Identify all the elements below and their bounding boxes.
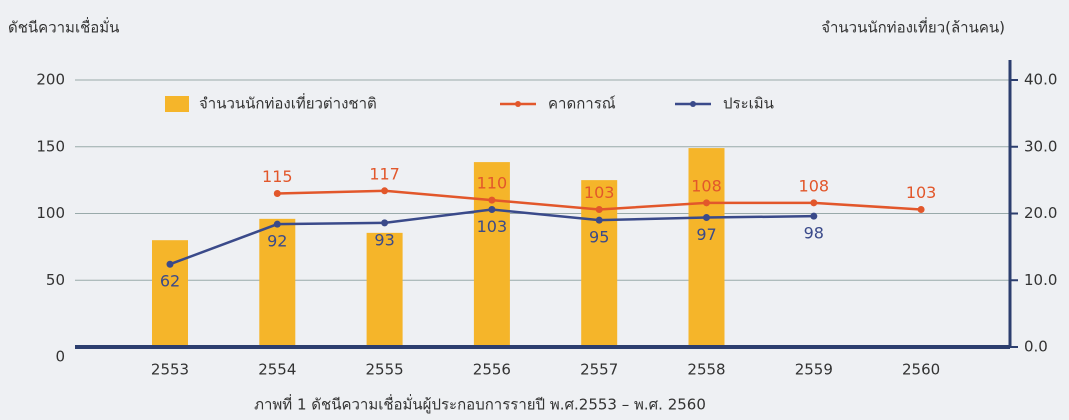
- legend-label: คาดการณ์: [548, 95, 616, 113]
- data-label: 108: [691, 176, 722, 195]
- legend-swatch: [515, 101, 521, 107]
- marker: [595, 216, 603, 224]
- x-tick-label: 2559: [795, 361, 833, 379]
- marker: [810, 212, 818, 220]
- x-tick-label: 2554: [258, 361, 296, 379]
- data-label: 103: [584, 183, 615, 202]
- y2-tick-label: 30.0: [1024, 137, 1057, 155]
- y-tick-label: 0: [55, 348, 65, 366]
- marker: [595, 205, 603, 213]
- x-tick-label: 2560: [902, 361, 940, 379]
- data-label: 108: [799, 176, 830, 195]
- bar: [473, 162, 510, 347]
- y-tick-label: 200: [36, 71, 65, 89]
- bar: [259, 218, 296, 347]
- legend-label: ประเมิน: [723, 95, 774, 113]
- y2-tick-label: 40.0: [1024, 71, 1057, 89]
- data-label: 115: [262, 167, 293, 186]
- marker: [381, 219, 389, 227]
- y-tick-label: 100: [36, 204, 65, 222]
- marker: [703, 214, 710, 222]
- data-label: 98: [804, 224, 824, 243]
- y2-tick-label: 10.0: [1024, 271, 1057, 289]
- x-tick-label: 2553: [151, 361, 189, 379]
- legend-label: จำนวนนักท่องเที่ยวต่างชาติ: [199, 93, 377, 113]
- data-label: 95: [589, 228, 609, 247]
- marker: [488, 196, 496, 204]
- data-label: 92: [267, 232, 287, 251]
- data-label: 103: [906, 183, 937, 202]
- y2-axis-label: จำนวนนักท่องเที่ยว(ล้านคน): [821, 17, 1005, 37]
- y-tick-label: 50: [46, 271, 65, 289]
- data-label: 103: [477, 217, 508, 236]
- legend-swatch: [165, 96, 189, 112]
- y2-tick-label: 20.0: [1024, 204, 1057, 222]
- bar: [152, 240, 188, 347]
- data-label: 110: [477, 174, 508, 193]
- y2-tick-label: 0.0: [1024, 338, 1048, 356]
- x-tick-label: 2557: [580, 361, 618, 379]
- marker: [166, 260, 174, 268]
- x-tick-label: 2556: [473, 361, 511, 379]
- y-tick-label: 150: [36, 137, 65, 155]
- marker: [273, 189, 281, 197]
- x-tick-label: 2558: [687, 361, 725, 379]
- bar: [366, 232, 403, 347]
- marker: [381, 187, 389, 195]
- bar: [581, 180, 618, 347]
- marker: [703, 199, 710, 207]
- data-label: 93: [374, 230, 394, 249]
- legend-swatch: [690, 101, 696, 107]
- data-label: 117: [369, 164, 400, 183]
- data-label: 62: [160, 272, 180, 291]
- marker: [810, 199, 818, 207]
- marker: [488, 205, 496, 213]
- caption: ภาพที่ 1 ดัชนีความเชื่อมั่นผู้ประกอบการร…: [254, 394, 706, 414]
- marker: [273, 220, 281, 228]
- x-tick-label: 2555: [366, 361, 404, 379]
- bar: [688, 148, 725, 347]
- y-axis-label: ดัชนีความเชื่อมั่น: [8, 17, 119, 37]
- marker: [917, 205, 925, 213]
- data-label: 97: [696, 225, 716, 244]
